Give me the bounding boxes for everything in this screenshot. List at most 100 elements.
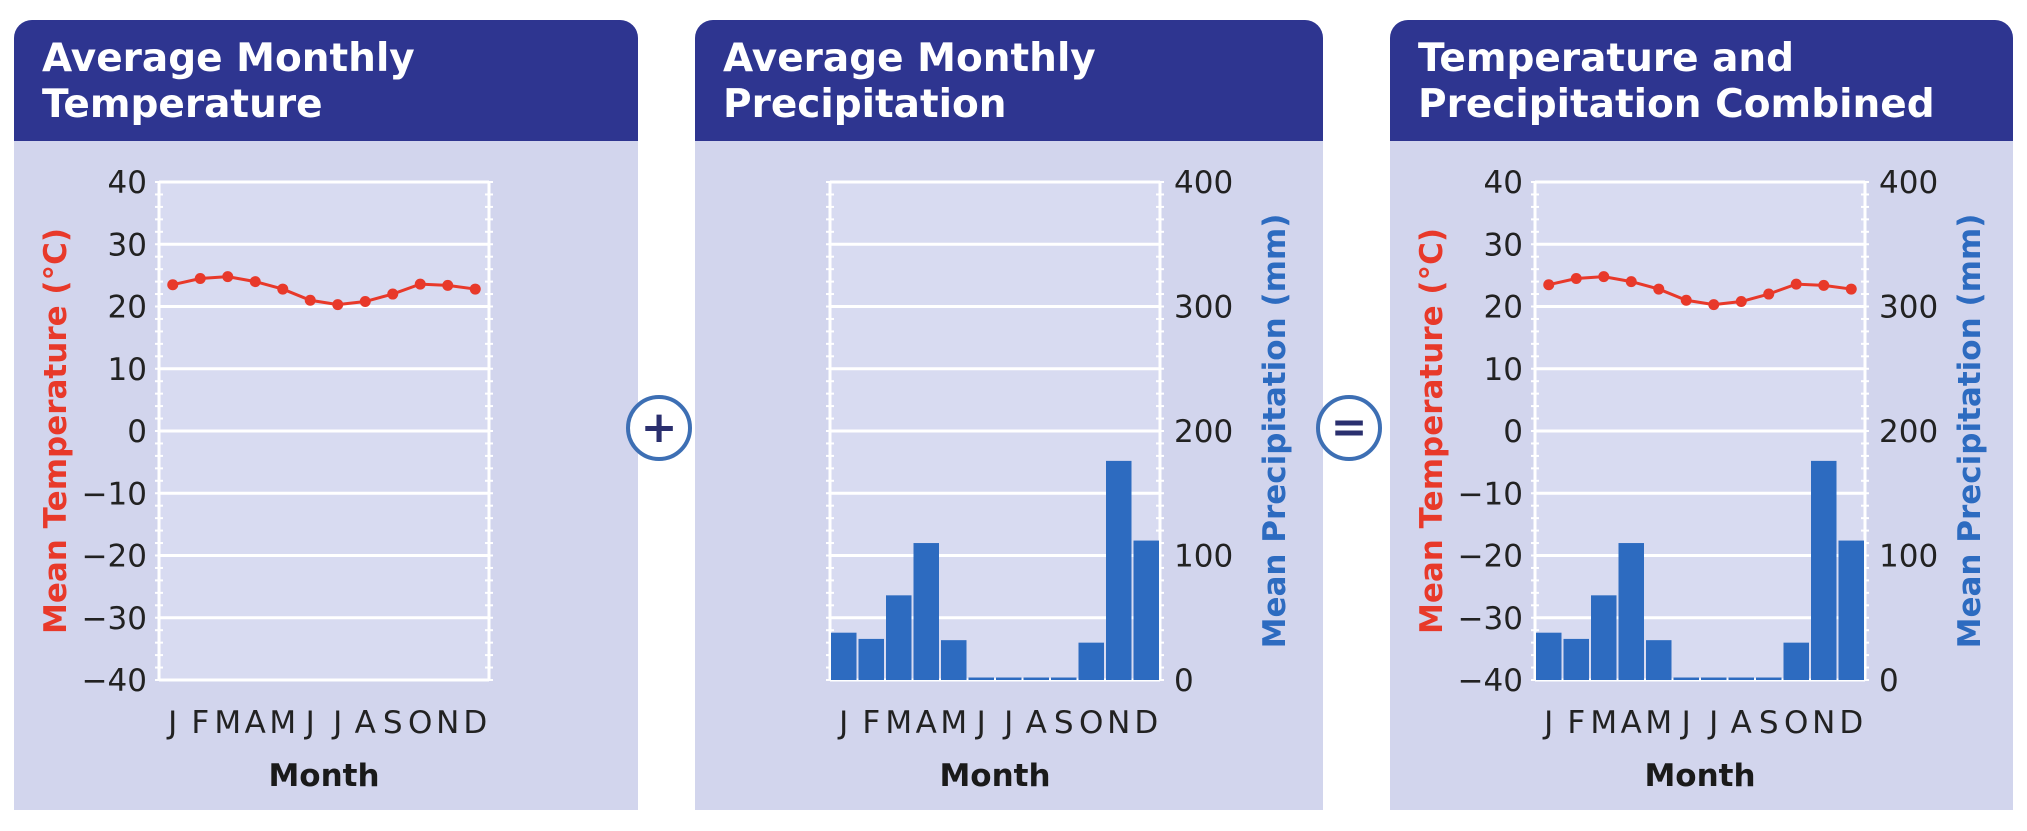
temperature-point [1680,294,1692,306]
x-tick-label: A [1026,705,1047,741]
temperature-point [1625,276,1637,288]
x-tick-label: N [1107,705,1130,741]
temperature-point [277,283,289,295]
y-tick-label: 300 [1879,290,1938,326]
precipitation-bar [1618,543,1644,680]
temperature-point [359,296,371,308]
y-tick-label: 300 [1174,290,1233,326]
temperature-point [249,276,261,288]
x-tick-label: J [1707,705,1718,741]
y-tick-label: −10 [1458,476,1523,512]
y-tick-label: 20 [108,290,147,326]
precipitation-bar [1591,595,1617,680]
y-tick-label: 400 [1879,165,1938,201]
y-tick-label: 30 [108,227,147,263]
y-tick-label: 0 [1503,414,1523,450]
y-tick-label: 100 [1174,539,1233,575]
y-tick-label: −40 [82,663,147,699]
temperature-point [469,283,481,295]
y-tick-label: −20 [1458,539,1523,575]
x-tick-label: M [214,705,241,741]
x-tick-label: J [331,705,342,741]
x-axis-title: Month [939,758,1050,794]
y-tick-label: −30 [1458,601,1523,637]
precipitation-bar [1536,632,1562,680]
x-tick-label: O [1079,705,1103,741]
temperature-point [167,279,179,291]
temperature-point [304,294,316,306]
precipitation-bar [1563,638,1589,680]
temperature-panel-header: Average Monthly Temperature [14,20,638,141]
precipitation-bar [1811,460,1837,680]
y-tick-label: 100 [1879,539,1938,575]
temperature-point [1818,279,1830,291]
precipitation-bar [968,677,994,680]
temperature-point [387,288,399,300]
y-axis-title: Mean Temperature (°C) [38,228,74,634]
equals-operator-icon: = [1316,395,1382,461]
temperature-point [1708,299,1720,311]
panel-title-line: Precipitation Combined [1418,82,1935,127]
x-tick-label: A [916,705,937,741]
y-tick-label: 200 [1174,414,1233,450]
panel-title-line: Average Monthly [723,36,1096,81]
x-tick-label: J [975,705,986,741]
x-tick-label: J [166,705,177,741]
x-tick-label: M [1645,705,1672,741]
y-tick-label: 0 [1879,663,1899,699]
precipitation-bar [1756,677,1782,680]
y-tick-label: −40 [1458,663,1523,699]
precipitation-bar [1701,677,1727,680]
precipitation-bar [1838,540,1864,680]
panel-title-line: Precipitation [723,82,1007,127]
temperature-point [1570,272,1582,284]
x-tick-label: S [383,705,403,741]
precipitation-bar [1783,642,1809,680]
x-tick-label: A [245,705,266,741]
x-tick-label: J [1002,705,1013,741]
precipitation-bar [996,677,1022,680]
temperature-point [332,299,344,311]
x-tick-label: J [1680,705,1691,741]
precipitation-bar [858,638,884,680]
precipitation-bar [1728,677,1754,680]
y-tick-label: 20 [1484,290,1523,326]
y-tick-label: 10 [108,352,147,388]
y-tick-label: −20 [82,539,147,575]
temperature-point [1543,279,1555,291]
y-axis-title: Mean Precipitation (mm) [1257,214,1293,649]
panel-title-line: Temperature [42,82,323,127]
temperature-point [1845,283,1857,295]
temperature-point [1763,288,1775,300]
x-tick-label: F [191,705,209,741]
combined-panel-header: Temperature and Precipitation Combined [1390,20,2013,141]
precipitation-bar [831,632,857,680]
x-tick-label: M [1590,705,1617,741]
y-tick-label: 200 [1879,414,1938,450]
y-tick-label: −30 [82,601,147,637]
x-tick-label: S [1054,705,1074,741]
x-tick-label: D [1839,705,1863,741]
precipitation-bar [913,543,939,680]
x-tick-label: M [885,705,912,741]
temperature-chart: J F M A M J J A S O N DMonth403020100−10−20−30−40Me… [38,165,493,794]
precipitation-bar [1051,677,1077,680]
panel-title-line: Average Monthly [42,36,415,81]
combined-chart: J F M A M J J A S O N DMonth403020100−10−20−30−4040… [1414,165,1988,794]
combined-panel: Temperature and Precipitation Combined J… [1390,20,2013,810]
y-axis-title-left: Mean Temperature (°C) [1414,228,1450,634]
x-tick-label: F [862,705,880,741]
temperature-point [1598,271,1610,283]
y-tick-label: 40 [108,165,147,201]
x-tick-label: J [304,705,315,741]
temperature-point [414,278,426,290]
temperature-point [194,272,206,284]
y-tick-label: 0 [127,414,147,450]
x-tick-label: J [1542,705,1553,741]
plus-operator-icon: + [626,395,692,461]
x-tick-label: M [940,705,967,741]
precipitation-bar [886,595,912,680]
x-tick-label: D [463,705,487,741]
